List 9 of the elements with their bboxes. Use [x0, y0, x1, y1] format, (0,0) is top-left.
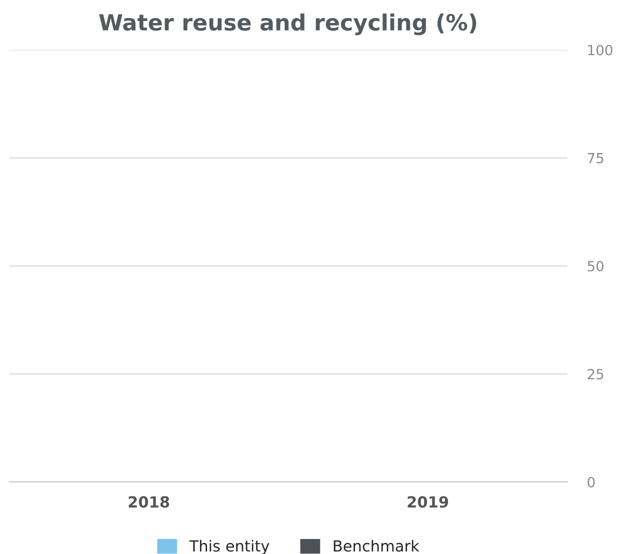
y-tick-label: 50 — [588, 260, 604, 272]
chart-title: Water reuse and recycling (%) — [99, 14, 476, 36]
x-tick-label: 2018 — [128, 496, 170, 508]
y-tick-label: 100 — [588, 44, 612, 56]
y-tick-label: 0 — [588, 476, 595, 488]
legend-label: Benchmark — [334, 540, 420, 552]
y-tick-label: 25 — [588, 368, 604, 380]
x-tick-label: 2019 — [408, 496, 448, 508]
y-tick-label: 75 — [588, 153, 604, 164]
